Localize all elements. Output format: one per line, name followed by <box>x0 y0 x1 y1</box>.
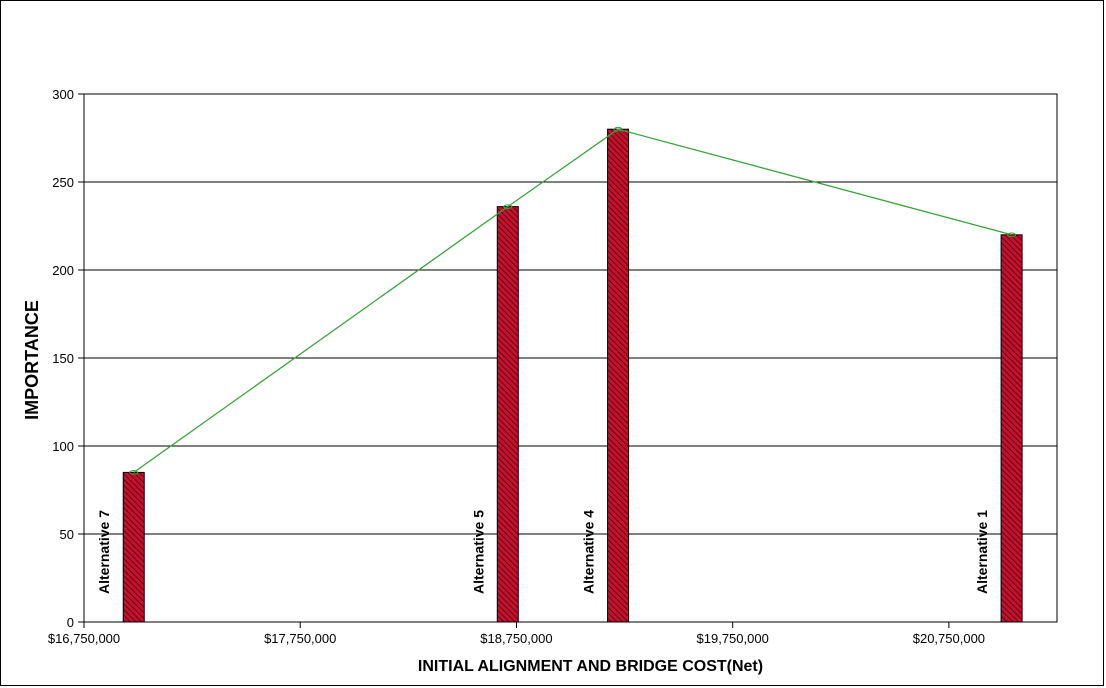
x-tick-label: $19,750,000 <box>697 631 769 646</box>
bar <box>496 206 519 623</box>
y-axis-title: IMPORTANCE <box>22 300 42 420</box>
bar-label: Alternative 4 <box>581 510 597 594</box>
series-point <box>1007 232 1017 238</box>
y-tick-label: 50 <box>60 527 74 542</box>
bar-labels: Alternative 7 Alternative 5 Alternative 4 A… <box>96 510 990 594</box>
line-series <box>129 126 1017 475</box>
series-point <box>503 204 513 209</box>
plot-area <box>83 93 1058 623</box>
x-tick-label: $16,750,000 <box>48 631 120 646</box>
bar <box>1000 234 1023 623</box>
y-tick-labels: 0 50 100 150 200 250 300 <box>52 87 74 630</box>
y-tick-label: 0 <box>67 615 74 630</box>
bar <box>122 471 145 623</box>
x-tick-label: $17,750,000 <box>264 631 336 646</box>
series-line <box>133 128 1012 473</box>
y-tick-label: 200 <box>52 263 74 278</box>
x-tick-label: $20,750,000 <box>913 631 985 646</box>
bar <box>607 128 630 623</box>
x-axis-title: INITIAL ALIGNMENT AND BRIDGE COST(Net) <box>418 658 763 675</box>
series-point <box>129 470 139 475</box>
x-tick-labels: $16,750,000 $17,750,000 $18,750,000 $19,750… <box>48 631 985 646</box>
bar-label: Alternative 1 <box>974 510 990 594</box>
x-tick-label: $18,750,000 <box>480 631 552 646</box>
series-point <box>613 126 623 132</box>
y-tick-label: 100 <box>52 439 74 454</box>
y-tick-label: 250 <box>52 175 74 190</box>
y-tick-label: 300 <box>52 87 74 102</box>
grid-lines <box>78 93 1057 628</box>
y-tick-label: 150 <box>52 351 74 366</box>
bar-label: Alternative 5 <box>470 510 486 594</box>
bars <box>122 128 1023 623</box>
bar-label: Alternative 7 <box>96 510 112 594</box>
